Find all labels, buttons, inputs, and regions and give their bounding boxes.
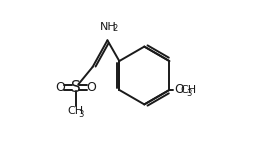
Text: CH: CH	[181, 85, 197, 95]
Text: O: O	[86, 81, 96, 94]
Text: CH: CH	[68, 106, 84, 116]
Text: O: O	[175, 84, 184, 96]
Text: 2: 2	[112, 24, 118, 33]
Text: 3: 3	[187, 89, 192, 98]
Text: 3: 3	[78, 110, 84, 119]
Text: O: O	[55, 81, 65, 94]
Text: S: S	[71, 80, 81, 95]
Text: NH: NH	[100, 22, 117, 32]
